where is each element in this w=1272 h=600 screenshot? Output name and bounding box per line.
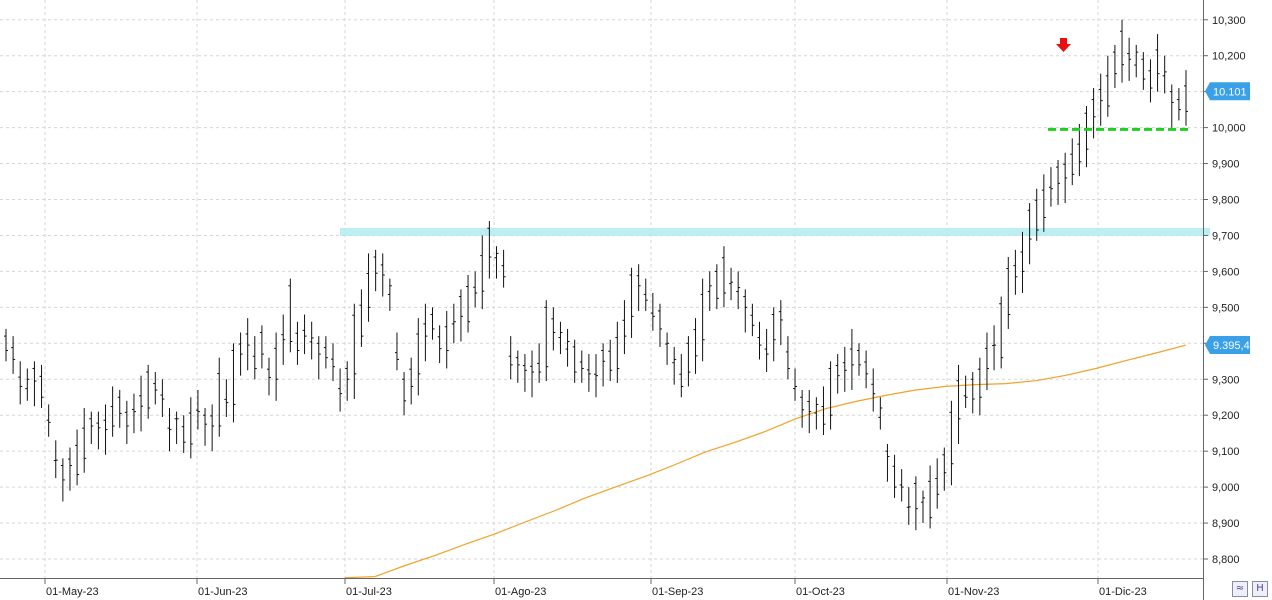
y-tick-label-15: 8,800 [1212,554,1240,566]
x-tick-label-2: 01-Jul-23 [346,586,392,598]
ma-value-tag-label: 9.395,4 [1213,340,1250,352]
y-tick-label-12: 9,100 [1212,446,1240,458]
y-tick-label-14: 8,900 [1212,518,1240,530]
x-axis-ticks: 01-May-23 01-Jun-23 01-Jul-23 01-Ago-23 01-S… [44,578,1147,598]
y-tick-label-6: 9,700 [1212,230,1240,242]
y-tick-label-3: 10,000 [1212,123,1246,135]
ma-value-tag-shape [1205,335,1250,354]
y-tick-label-10: 9,300 [1212,374,1240,386]
save-icon[interactable]: H [1252,581,1268,597]
x-tick-label-3: 01-Ago-23 [495,586,546,598]
y-tick-label-0: 10,300 [1212,15,1246,27]
x-tick-label-7: 01-Dic-23 [1099,586,1147,598]
x-tick-label-0: 01-May-23 [46,586,99,598]
last-price-tag-shape [1205,82,1250,101]
ma-line [344,344,1187,579]
price-tags: 10.101 9.395,4 [1205,82,1250,354]
down-arrow-icon [1056,38,1071,52]
y-tick-label-11: 9,200 [1212,410,1240,422]
x-tick-label-4: 01-Sep-23 [652,586,703,598]
y-tick-label-7: 9,600 [1212,266,1240,278]
y-tick-label-13: 9,000 [1212,482,1240,494]
last-price-tag-label: 10.101 [1213,86,1247,98]
grid [0,0,1203,578]
moving-average [344,344,1187,579]
axes [0,0,1204,600]
x-tick-label-1: 01-Jun-23 [198,586,248,598]
y-tick-label-8: 9,500 [1212,302,1240,314]
y-tick-label-4: 9,900 [1212,159,1240,171]
zoom-fit-icon[interactable]: ≈ [1232,581,1248,597]
price-bars [4,19,1188,531]
x-tick-label-6: 01-Nov-23 [948,586,999,598]
y-tick-label-5: 9,800 [1212,195,1240,207]
resistance-band-rect [340,227,1210,236]
x-tick-label-5: 01-Oct-23 [796,586,845,598]
resistance-band [340,227,1210,236]
y-tick-label-1: 10,200 [1212,51,1246,63]
down-arrow-shape [1056,38,1071,52]
